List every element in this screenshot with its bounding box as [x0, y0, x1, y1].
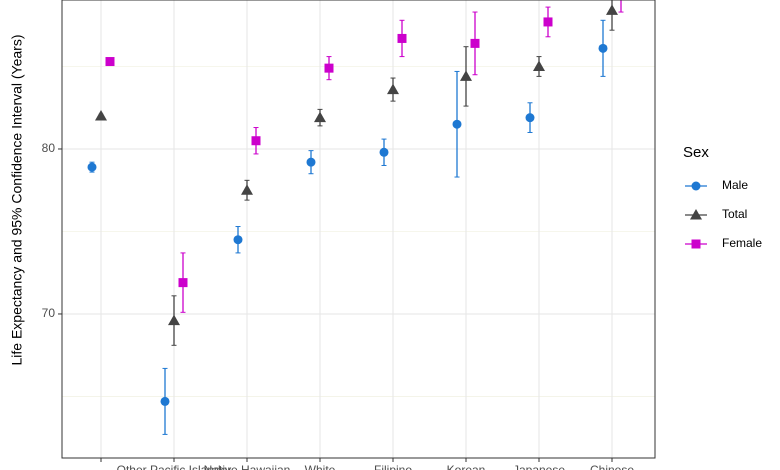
point: [470, 38, 480, 48]
point: [598, 43, 608, 53]
y-tick-label: 80: [42, 141, 56, 155]
point: [178, 278, 188, 288]
point: [105, 57, 115, 67]
point: [606, 4, 618, 15]
panel-border: [61, 0, 656, 459]
point: [160, 396, 170, 406]
legend-label: Male: [722, 178, 748, 192]
point: [168, 314, 180, 326]
panel-background: [62, 0, 655, 458]
point: [241, 184, 253, 195]
point: [525, 113, 535, 123]
x-tick-label: Korean: [447, 463, 486, 470]
grid: [62, 0, 655, 458]
point: [460, 70, 472, 81]
x-tick-label: Chinese: [590, 463, 634, 470]
x-tick-label: Other Pacific Islander: [117, 463, 232, 470]
point: [306, 157, 316, 167]
legend-key: [691, 239, 701, 249]
point: [387, 83, 399, 95]
legend-title: Sex: [683, 144, 709, 161]
point: [95, 109, 107, 121]
point: [233, 235, 243, 245]
x-tick-label: Native Hawaiian: [204, 463, 291, 470]
x-tick-label: Filipino: [374, 463, 412, 470]
legend-label: Total: [722, 207, 747, 221]
point: [324, 63, 334, 73]
point: [397, 33, 407, 43]
legend-key: [691, 181, 701, 191]
point: [87, 162, 97, 172]
y-axis-title: Life Expectancy and 95% Confidence Inter…: [9, 34, 25, 365]
x-tick-label: White: [305, 463, 336, 470]
point: [251, 136, 261, 146]
x-tick-label: Japanese: [513, 463, 565, 470]
point: [543, 17, 553, 27]
legend-key: [690, 209, 702, 220]
legend-label: Female: [722, 236, 762, 250]
y-tick-label: 70: [42, 306, 56, 320]
point: [452, 119, 462, 129]
point: [379, 147, 389, 157]
marks: [87, 0, 626, 435]
point: [533, 60, 545, 71]
point: [314, 111, 326, 123]
legend: Male Total Female: [685, 178, 762, 250]
